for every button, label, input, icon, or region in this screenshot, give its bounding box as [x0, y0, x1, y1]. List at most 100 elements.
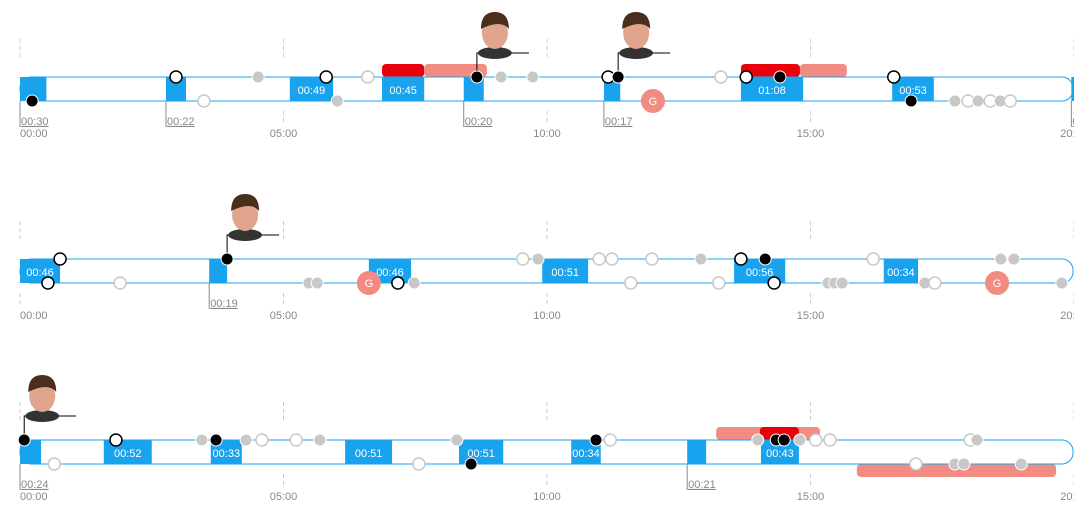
event — [739, 70, 753, 84]
event — [516, 252, 530, 266]
penalty-bar — [799, 64, 847, 77]
event — [909, 457, 923, 471]
event — [494, 70, 508, 84]
event — [758, 252, 772, 266]
photo-hair — [622, 12, 651, 29]
shift-label: 00:51 — [467, 448, 495, 460]
event — [866, 252, 880, 266]
event — [589, 433, 603, 447]
event — [957, 457, 971, 471]
event — [450, 433, 464, 447]
event — [970, 433, 984, 447]
event — [464, 457, 478, 471]
event — [603, 433, 617, 447]
photo-hair — [231, 194, 260, 211]
event — [887, 70, 901, 84]
event — [313, 433, 327, 447]
shift — [883, 259, 919, 283]
penalty-bar — [856, 464, 1057, 477]
event — [773, 70, 787, 84]
shift-label: 00:43 — [766, 448, 794, 460]
event — [734, 252, 748, 266]
x-tick-label: 10:00 — [533, 491, 561, 503]
event — [1055, 276, 1069, 290]
event — [694, 252, 708, 266]
x-tick-label: 10:00 — [533, 310, 561, 322]
event — [592, 252, 606, 266]
shift — [542, 259, 589, 283]
event — [41, 276, 55, 290]
shift-label: 00:53 — [899, 85, 927, 97]
event — [611, 70, 625, 84]
x-tick-label: 20:00 — [1060, 310, 1074, 322]
x-tick-label: 05:00 — [270, 491, 298, 503]
shift-label: 00:21 — [688, 479, 716, 491]
x-tick-label: 05:00 — [270, 128, 298, 140]
shift-label: 00:17 — [605, 116, 633, 128]
shift — [382, 77, 425, 101]
shift — [345, 440, 393, 464]
event — [624, 276, 638, 290]
event — [751, 433, 765, 447]
event — [1003, 94, 1017, 108]
event — [220, 252, 234, 266]
goal-label: G — [365, 278, 374, 290]
event — [195, 433, 209, 447]
event — [823, 433, 837, 447]
shift-label: 00:46 — [376, 267, 404, 279]
event — [239, 433, 253, 447]
shift — [1071, 77, 1074, 101]
event — [47, 457, 62, 471]
event — [605, 252, 619, 266]
event — [994, 252, 1008, 266]
event — [25, 94, 39, 108]
photo-shirt — [25, 410, 60, 422]
shift — [20, 259, 61, 283]
goal — [985, 271, 1010, 295]
photo-hair — [28, 375, 57, 392]
player-photo — [617, 12, 671, 77]
photo-shirt — [228, 229, 263, 241]
x-tick-label: 00:00 — [20, 310, 48, 322]
shift-label: 00:30 — [21, 116, 49, 128]
event — [310, 276, 324, 290]
x-tick-label: 15:00 — [797, 128, 825, 140]
event — [53, 252, 67, 266]
event — [767, 276, 781, 290]
shift-label: 00:24 — [21, 479, 49, 491]
shift-label: 00:51 — [551, 267, 579, 279]
photo-shirt — [619, 47, 654, 59]
shift-label: 00:49 — [298, 85, 326, 97]
goal-label: G — [993, 278, 1002, 290]
shift — [165, 77, 187, 101]
event — [714, 70, 728, 84]
x-tick-label: 10:00 — [533, 128, 561, 140]
x-tick-label: 15:00 — [797, 491, 825, 503]
event — [904, 94, 918, 108]
event — [712, 276, 726, 290]
event — [289, 433, 303, 447]
event — [407, 276, 421, 290]
player-photo — [226, 194, 280, 259]
event — [777, 433, 791, 447]
event — [1014, 457, 1028, 471]
goal — [640, 89, 665, 113]
event — [645, 252, 659, 266]
shift — [209, 259, 228, 283]
event — [391, 276, 405, 290]
shift-label: 00:33 — [213, 448, 241, 460]
shift-label: 00:34 — [887, 267, 915, 279]
shift-label: 00:20 — [465, 116, 493, 128]
event — [412, 457, 426, 471]
shift — [687, 440, 707, 464]
shift-label: 00:52 — [114, 448, 142, 460]
event — [361, 70, 375, 84]
event — [971, 94, 985, 108]
player-photo — [23, 375, 77, 440]
shift-label: 00:03 — [1072, 116, 1074, 128]
event — [209, 433, 223, 447]
player-photo — [476, 12, 529, 77]
event — [1007, 252, 1021, 266]
event — [928, 276, 942, 290]
